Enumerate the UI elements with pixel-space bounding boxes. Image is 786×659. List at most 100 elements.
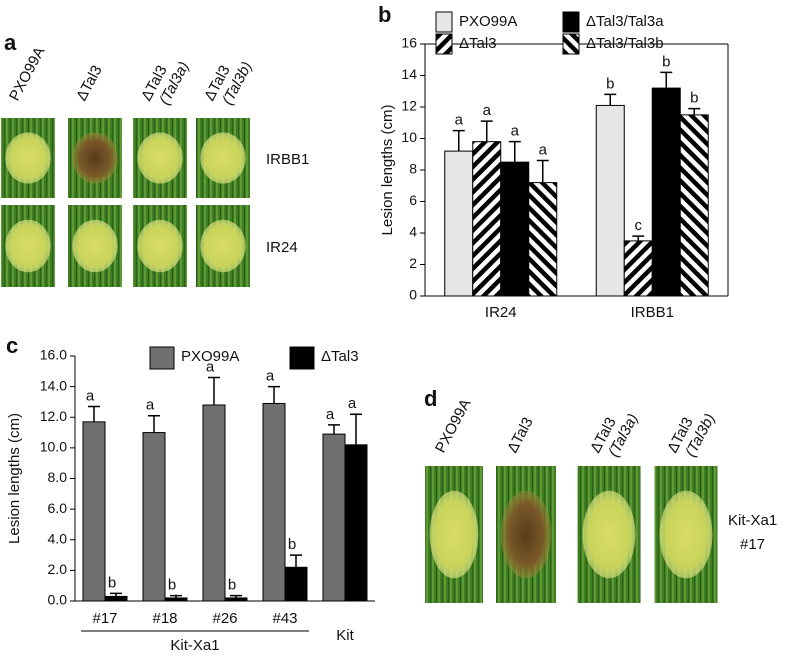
x-tick-label: Kit — [336, 627, 354, 644]
error-bar — [536, 159, 549, 183]
significance-letter: b — [662, 53, 670, 70]
lesion — [200, 132, 246, 184]
x-tick-label: #26 — [212, 610, 237, 627]
significance-letter: a — [483, 102, 492, 119]
error-bar — [268, 385, 280, 404]
significance-letter: b — [108, 574, 116, 591]
significance-letter: b — [228, 577, 236, 594]
y-tick-label: 2.0 — [48, 561, 68, 577]
legend-label: ΔTal3 — [459, 35, 497, 52]
y-tick-label: 14 — [401, 66, 417, 82]
lesion — [5, 132, 51, 184]
panel-label: c — [6, 333, 18, 358]
y-axis-label: Lesion lengths (cm) — [379, 105, 396, 236]
row-label: #17 — [740, 536, 765, 553]
error-bar — [170, 594, 182, 598]
bar — [472, 141, 502, 297]
significance-letter: a — [206, 358, 215, 375]
error-bar — [604, 93, 617, 106]
lesion — [500, 490, 552, 579]
panel-label: d — [424, 386, 437, 411]
error-bar — [290, 554, 302, 568]
row-label: IR24 — [266, 239, 298, 256]
legend-label: ΔTal3 — [321, 348, 359, 365]
error-bar — [208, 376, 220, 405]
y-axis-label: Lesion lengths (cm) — [6, 413, 23, 544]
significance-letter: a — [348, 395, 357, 412]
lesion — [659, 490, 713, 579]
x-tick-label: IR24 — [485, 304, 517, 321]
significance-letter: b — [690, 90, 698, 107]
bar — [528, 182, 558, 297]
error-bar — [110, 592, 122, 597]
error-bar — [480, 120, 493, 142]
significance-letter: a — [326, 406, 335, 423]
bar — [202, 404, 226, 602]
error-bar — [632, 235, 645, 241]
y-tick-label: 6 — [409, 192, 417, 208]
error-bar — [688, 107, 701, 115]
lesion — [72, 219, 118, 273]
panel-label: a — [4, 30, 17, 55]
row-label: Kit-Xa1 — [728, 512, 777, 529]
significance-letter: a — [146, 397, 155, 414]
error-bar — [148, 414, 160, 433]
lesion — [137, 219, 183, 273]
bar — [322, 433, 346, 602]
bar — [651, 87, 681, 297]
bar — [344, 444, 368, 602]
bar — [262, 402, 286, 602]
bar — [142, 432, 166, 602]
column-label: PXO99A — [432, 396, 474, 456]
y-tick-label: 16.0 — [40, 347, 67, 363]
y-tick-label: 8 — [409, 161, 417, 177]
significance-letter: b — [288, 536, 296, 553]
legend-swatch — [435, 11, 453, 33]
y-tick-label: 12.0 — [40, 408, 67, 424]
lesion — [200, 219, 246, 273]
bar — [104, 595, 128, 602]
panel-label: b — [378, 2, 391, 27]
lesion — [429, 490, 479, 579]
y-tick-label: 2 — [409, 255, 417, 271]
lesion — [582, 490, 636, 579]
error-bar — [350, 413, 362, 445]
error-bar — [328, 424, 340, 435]
legend-label: PXO99A — [459, 13, 517, 30]
legend-label: ΔTal3/Tal3a — [586, 13, 664, 30]
x-tick-label: #17 — [92, 610, 117, 627]
x-tick-label: #43 — [272, 610, 297, 627]
lesion — [137, 132, 183, 184]
x-tick-label: IRBB1 — [631, 304, 674, 321]
column-label: ΔTal3 — [73, 63, 106, 104]
bar — [679, 114, 709, 297]
legend-label: ΔTal3/Tal3b — [586, 35, 664, 52]
error-bar — [88, 405, 100, 422]
lesion — [72, 132, 118, 184]
bar — [284, 566, 308, 602]
y-tick-label: 8.0 — [48, 469, 68, 485]
column-label: ΔTal3 — [504, 415, 537, 456]
y-tick-label: 14.0 — [40, 377, 67, 393]
y-tick-label: 0 — [409, 287, 417, 303]
error-bar — [660, 71, 673, 89]
significance-letter: a — [266, 368, 275, 385]
legend-swatch — [435, 33, 453, 55]
y-tick-label: 6.0 — [48, 500, 68, 516]
group-label: Kit-Xa1 — [170, 637, 219, 654]
y-tick-label: 12 — [401, 98, 417, 114]
legend-swatch — [562, 11, 580, 33]
legend-swatch — [149, 346, 175, 370]
legend-swatch — [562, 33, 580, 55]
bar — [82, 421, 106, 602]
legend-swatch — [289, 346, 315, 370]
error-bar — [230, 594, 242, 598]
bar — [444, 150, 474, 297]
error-bar — [508, 140, 521, 163]
y-tick-label: 10.0 — [40, 439, 67, 455]
significance-letter: a — [455, 112, 464, 129]
error-bar — [452, 129, 465, 152]
bar — [224, 597, 248, 602]
y-tick-label: 10 — [401, 129, 417, 145]
